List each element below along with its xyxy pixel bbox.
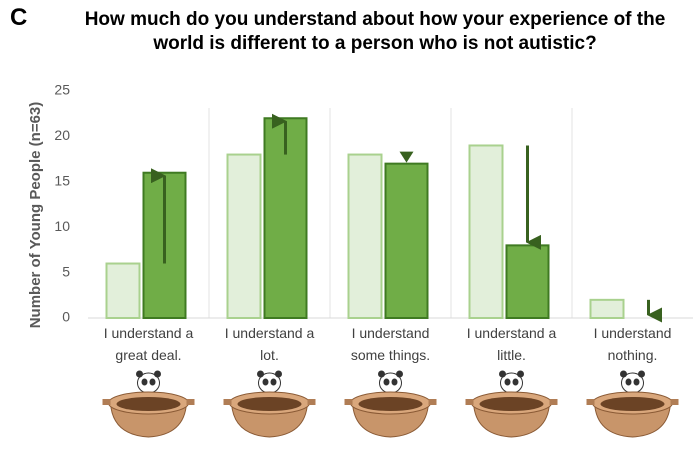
x-tick-label: I understand a little.: [466, 325, 557, 363]
icon-part: [154, 370, 161, 378]
icon-part: [670, 399, 679, 405]
bar: [505, 244, 550, 319]
icon-part: [383, 378, 390, 386]
y-tick-label: 0: [62, 309, 70, 325]
bar: [384, 162, 429, 319]
icon-part: [396, 370, 403, 378]
y-axis-label: Number of Young People (n=63): [27, 102, 44, 329]
y-tick-label: 25: [54, 82, 70, 98]
panda-pot-icon: [344, 370, 437, 438]
icon-part: [186, 399, 195, 405]
change-arrow: [399, 151, 414, 163]
y-tick-label: 20: [54, 127, 70, 143]
icon-part: [141, 378, 148, 386]
bar: [105, 262, 141, 319]
icon-part: [638, 370, 645, 378]
panda-pot-icon: [586, 370, 679, 438]
icon-part: [620, 370, 627, 378]
icon-part: [136, 370, 143, 378]
x-tick-label: I understand nothing.: [593, 325, 672, 363]
icon-part: [625, 378, 632, 386]
panda-pot-icon: [223, 370, 316, 438]
x-tick-label: I understand a lot.: [224, 325, 315, 363]
icon-part: [499, 370, 506, 378]
bar: [589, 298, 625, 319]
x-tick-label: I understand some things.: [350, 325, 431, 363]
icon-part: [223, 399, 232, 405]
panda-pot-icon: [102, 370, 195, 438]
icon-part: [504, 378, 511, 386]
panda-pot-icon: [465, 370, 558, 438]
icon-part: [275, 370, 282, 378]
icon-part: [262, 378, 269, 386]
icon-part: [512, 378, 519, 386]
icon-part: [479, 397, 544, 411]
icon-part: [358, 397, 423, 411]
x-tick-label: I understand a great deal.: [103, 325, 194, 363]
icon-part: [549, 399, 558, 405]
icon-part: [586, 399, 595, 405]
icon-part: [237, 397, 302, 411]
icon-part: [428, 399, 437, 405]
bar: [347, 153, 383, 319]
icon-part: [633, 378, 640, 386]
icon-part: [600, 397, 665, 411]
bar: [226, 153, 262, 319]
icon-part: [344, 399, 353, 405]
icon-part: [465, 399, 474, 405]
icon-part: [378, 370, 385, 378]
icon-part: [270, 378, 277, 386]
icon-part: [257, 370, 264, 378]
icon-part: [149, 378, 156, 386]
bar: [468, 144, 504, 319]
panel-label: C: [10, 4, 28, 31]
icon-part: [102, 399, 111, 405]
y-tick-label: 15: [54, 173, 70, 189]
icon-part: [307, 399, 316, 405]
chart-title: How much do you understand about how you…: [84, 9, 666, 54]
icon-part: [517, 370, 524, 378]
icon-part: [391, 378, 398, 386]
y-tick-label: 5: [62, 263, 70, 279]
y-tick-label: 10: [54, 218, 70, 234]
icon-part: [116, 397, 181, 411]
